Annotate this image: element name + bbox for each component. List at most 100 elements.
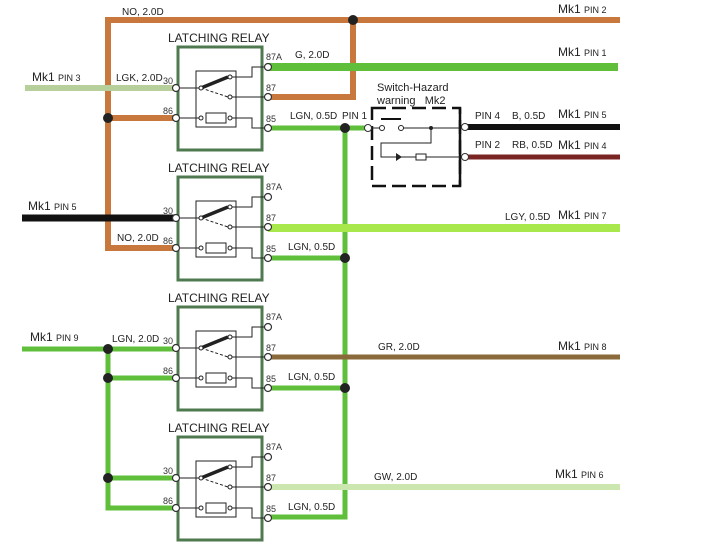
label-gr: GR, 2.0D	[378, 342, 420, 353]
relay-pin-label: 30	[163, 336, 173, 346]
label-mk1-pin3: Mk1 PIN 3	[32, 70, 81, 84]
junction-node	[103, 113, 113, 123]
junction-node	[340, 123, 350, 133]
relay-pin-label: 87	[266, 473, 276, 483]
latching-relay: LATCHING RELAY 30 86 87A 87 85	[163, 421, 282, 542]
label-gw: GW, 2.0D	[374, 472, 417, 483]
relay-switch-arm	[200, 205, 229, 220]
latching-relay: LATCHING RELAY 30 86 87A 87 85	[163, 31, 282, 152]
relay-pin-label: 87	[266, 213, 276, 223]
label-pin2: PIN 2	[475, 140, 500, 151]
relay-terminal	[263, 352, 273, 362]
relay-pin-label: 30	[163, 206, 173, 216]
label-lgn-20: LGN, 2.0D	[112, 334, 159, 345]
relay-terminal	[171, 213, 181, 223]
relay-terminal	[263, 513, 273, 523]
label-lgy: LGY, 0.5D	[505, 212, 550, 223]
relay-pin-label: 86	[163, 236, 173, 246]
wires	[22, 17, 620, 520]
label-mk1-pin5-b: Mk1 PIN 5	[28, 199, 77, 213]
relay-terminal	[263, 253, 273, 263]
junction-node	[103, 373, 113, 383]
relay-inner-box	[195, 460, 237, 518]
label-lgk: LGK, 2.0D	[116, 73, 163, 84]
relay-terminal	[263, 192, 273, 202]
label-top-no: NO, 2.0D	[122, 7, 164, 18]
relay-housing	[176, 45, 264, 152]
label-mk1-pin9: Mk1 PIN 9	[30, 330, 79, 344]
relay-terminal	[263, 222, 273, 232]
label-b: B, 0.5D	[512, 111, 545, 122]
switch-title-line1: Switch-Hazard	[377, 82, 449, 94]
latching-relay: LATCHING RELAY 30 86 87A 87 85	[163, 161, 282, 282]
relay-terminal	[171, 83, 181, 93]
relay-terminal	[171, 373, 181, 383]
relay-terminal	[263, 62, 273, 72]
relay-pin-label: 30	[163, 76, 173, 86]
relay-terminal	[263, 482, 273, 492]
junction-node	[348, 15, 358, 25]
relay-coil	[205, 112, 227, 124]
relay-title: LATCHING RELAY	[168, 421, 270, 435]
relay-pin-label: 87A	[266, 182, 282, 192]
relay-housing	[176, 175, 264, 282]
relay-title: LATCHING RELAY	[168, 31, 270, 45]
relay-terminal	[263, 123, 273, 133]
switch-hazard-warning: Switch-Hazard warning Mk2	[364, 82, 469, 188]
wire-labels: NO, 2.0D Mk1 PIN 2 G, 2.0D Mk1 PIN 1 Mk1…	[28, 2, 607, 513]
relay-pin-label: 86	[163, 366, 173, 376]
relay-pin-label: 87	[266, 343, 276, 353]
label-mk1-pin2: Mk1 PIN 2	[558, 2, 607, 16]
relay-terminal	[263, 92, 273, 102]
relay-terminal	[263, 322, 273, 332]
relay-title: LATCHING RELAY	[168, 291, 270, 305]
wire-no-relay1-87	[268, 20, 356, 100]
relay-inner-box	[195, 200, 237, 258]
relay-coil	[205, 372, 227, 384]
relay-pin-label: 86	[163, 106, 173, 116]
relay-pin-label: 87A	[266, 52, 282, 62]
relay-housing	[176, 435, 264, 542]
label-lgn-4: LGN, 0.5D	[288, 502, 335, 513]
relay-terminal	[171, 343, 181, 353]
label-lgn-3: LGN, 0.5D	[288, 372, 335, 383]
relay-pin-label: 85	[266, 374, 276, 384]
relay-pin-label: 86	[163, 496, 173, 506]
label-no-2: NO, 2.0D	[117, 233, 159, 244]
relay-terminal	[171, 473, 181, 483]
relay-pin-label: 87A	[266, 442, 282, 452]
relay-pin-label: 85	[266, 114, 276, 124]
relay-inner-box	[195, 70, 237, 128]
relay-terminal	[171, 243, 181, 253]
latching-relay: LATCHING RELAY 30 86 87A 87 85	[163, 291, 282, 412]
junction-node	[340, 383, 350, 393]
junction-node	[340, 253, 350, 263]
junction-node	[103, 473, 113, 483]
switch-title-line2: warning Mk2	[376, 95, 445, 107]
relay-terminal	[171, 503, 181, 513]
label-pin1: PIN 1	[342, 111, 367, 122]
relay-pin-label: 85	[266, 244, 276, 254]
label-g: G, 2.0D	[295, 50, 329, 61]
relay-terminal	[263, 452, 273, 462]
relay-title: LATCHING RELAY	[168, 161, 270, 175]
label-lgn-1: LGN, 0.5D	[290, 111, 337, 122]
relay-coil	[205, 242, 227, 254]
relays: LATCHING RELAY 30 86 87A 87 85 LATCHING RELAY 3…	[163, 31, 282, 542]
label-rb: RB, 0.5D	[512, 140, 553, 151]
label-mk1-pin6: Mk1 PIN 6	[555, 467, 604, 481]
label-mk1-pin7: Mk1 PIN 7	[558, 208, 607, 222]
junction-node	[103, 344, 113, 354]
label-mk1-pin4: Mk1 PIN 4	[558, 138, 607, 152]
label-pin4: PIN 4	[475, 111, 500, 122]
relay-pin-label: 87A	[266, 312, 282, 322]
relay-pin-label: 87	[266, 83, 276, 93]
label-lgn-2: LGN, 0.5D	[288, 242, 335, 253]
relay-housing	[176, 305, 264, 412]
relay-switch-arm	[200, 335, 229, 350]
relay-terminal	[171, 113, 181, 123]
relay-switch-arm	[200, 75, 229, 90]
relay-pin-label: 85	[266, 504, 276, 514]
